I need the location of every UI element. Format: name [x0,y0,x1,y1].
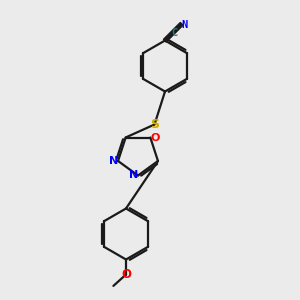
Text: O: O [121,268,131,281]
Text: N: N [129,170,138,181]
Text: C: C [172,28,178,38]
Text: S: S [150,118,159,131]
Text: N: N [109,156,118,166]
Text: O: O [150,133,160,142]
Text: N: N [181,20,188,30]
